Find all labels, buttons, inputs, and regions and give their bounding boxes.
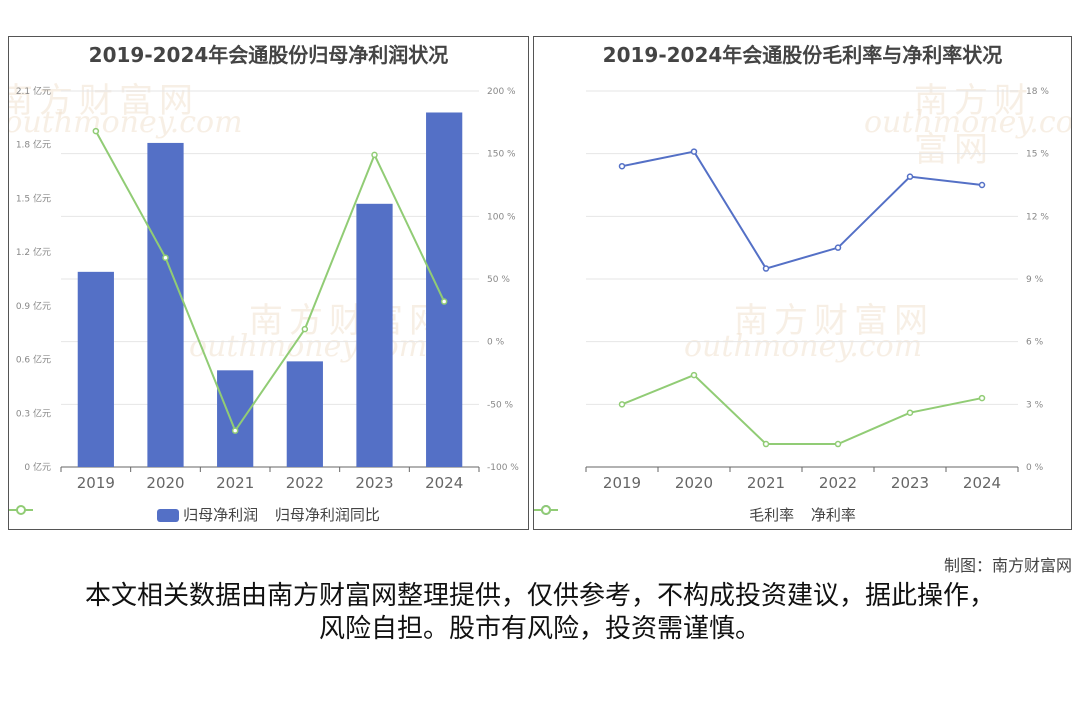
y-right-tick-label: -100 %	[487, 463, 519, 473]
net-profit-chart: -100 % -50 % 0 % 50 % 100 % 150 % 200 % 0 亿元 0.3…	[16, 85, 519, 492]
bar	[286, 361, 323, 467]
bar	[217, 370, 254, 467]
chart-credit: 制图：南方财富网	[943, 556, 1072, 575]
y-right-tick-label: 100 %	[487, 212, 516, 222]
y-right-tick-label: 3 %	[1026, 400, 1044, 410]
x-tick-label: 2023	[891, 474, 929, 492]
disclaimer-text: 本文相关数据由南方财富网整理提供，仅供参考，不构成投资建议，据此操作，风险自担。…	[84, 581, 995, 644]
y-right-tick-label: 15 %	[1026, 150, 1049, 160]
series-line	[621, 150, 983, 270]
chart-legend: 归母净利润 归母净利润同比	[9, 504, 528, 525]
data-point	[978, 181, 986, 189]
y-right-tick-label: 50 %	[487, 275, 510, 285]
y-right-tick-label: 12 %	[1026, 212, 1049, 222]
data-point	[440, 298, 448, 305]
y-right-tick-label: -50 %	[487, 400, 514, 410]
legend-label: 净利率	[810, 506, 856, 524]
data-point	[301, 325, 309, 333]
legend-bar-swatch	[157, 509, 180, 522]
y-right-tick-label: 0 %	[1026, 463, 1044, 473]
x-tick-label: 2020	[675, 474, 713, 492]
legend-item-net-profit-yoy[interactable]: 归母净利润同比	[9, 504, 380, 525]
bar	[356, 203, 393, 468]
y-left-tick-label: 0.9 亿元	[16, 300, 51, 312]
x-tick-label: 2021	[216, 474, 254, 492]
legend-line-swatch	[534, 505, 558, 515]
data-point	[690, 148, 698, 155]
data-point	[231, 427, 239, 434]
legend-item-net-profit[interactable]: 归母净利润	[157, 504, 258, 525]
y-right-tick-label: 200 %	[487, 87, 516, 97]
y-right-tick-label: 9 %	[1026, 275, 1044, 285]
data-point	[834, 244, 842, 251]
legend-line-swatch	[9, 505, 33, 515]
margin-chart: 0 % 3 % 6 % 9 % 12 % 15 % 18 % 2019 2020 2021 2022…	[585, 87, 1049, 492]
y-right-tick-label: 150 %	[487, 150, 516, 160]
data-point	[762, 265, 770, 272]
data-point	[978, 394, 986, 402]
data-point	[162, 254, 169, 261]
y-right-tick-label: 6 %	[1026, 338, 1044, 348]
legend-label: 归母净利润同比	[274, 506, 380, 524]
bar	[426, 112, 463, 467]
data-point	[834, 440, 842, 448]
legend-label: 毛利率	[749, 506, 795, 524]
series-line	[94, 130, 446, 433]
y-left-tick-label: 2.1 亿元	[16, 85, 51, 97]
data-point	[762, 440, 770, 448]
y-left-tick-label: 0.3 亿元	[16, 407, 51, 419]
y-left-tick-label: 0 亿元	[24, 461, 51, 473]
data-point	[92, 127, 100, 135]
legend-item-net-margin[interactable]: 净利率	[534, 504, 856, 525]
x-tick-label: 2024	[963, 474, 1001, 492]
data-point	[906, 173, 914, 180]
x-tick-label: 2022	[286, 474, 324, 492]
chart-title: 2019-2024年会通股份毛利率与净利率状况	[602, 43, 1003, 67]
x-tick-label: 2019	[77, 474, 115, 492]
legend-label: 归母净利润	[183, 506, 259, 524]
data-point	[906, 409, 914, 416]
data-point	[690, 371, 698, 379]
y-left-tick-label: 0.6 亿元	[16, 354, 51, 366]
data-point	[618, 401, 626, 408]
chart-legend: 毛利率 净利率	[534, 504, 1071, 525]
y-left-tick-label: 1.5 亿元	[16, 192, 51, 204]
y-right-tick-label: 0 %	[487, 338, 505, 348]
x-tick-label: 2021	[747, 474, 785, 492]
legend-item-gross-margin[interactable]: 毛利率	[534, 504, 795, 525]
y-right-tick-label: 18 %	[1026, 87, 1049, 97]
bar	[77, 271, 114, 467]
margin-chart-panel: 南方财富网 outhmoney.com 南方财富网 outhmoney.com …	[533, 36, 1072, 530]
chart-title: 2019-2024年会通股份归母净利润状况	[88, 43, 449, 67]
x-tick-label: 2020	[146, 474, 184, 492]
x-tick-label: 2019	[603, 474, 641, 492]
y-left-tick-label: 1.2 亿元	[16, 246, 51, 258]
x-tick-label: 2023	[355, 474, 393, 492]
data-point	[618, 162, 626, 170]
y-left-tick-label: 1.8 亿元	[16, 139, 51, 151]
net-profit-chart-panel: 南方财富网 southmoney.com 南方财富网 outhmoney.com…	[8, 36, 529, 530]
data-point	[371, 151, 378, 159]
bar	[147, 142, 184, 467]
series-line	[621, 373, 983, 446]
x-tick-label: 2024	[425, 474, 463, 492]
x-tick-label: 2022	[819, 474, 857, 492]
